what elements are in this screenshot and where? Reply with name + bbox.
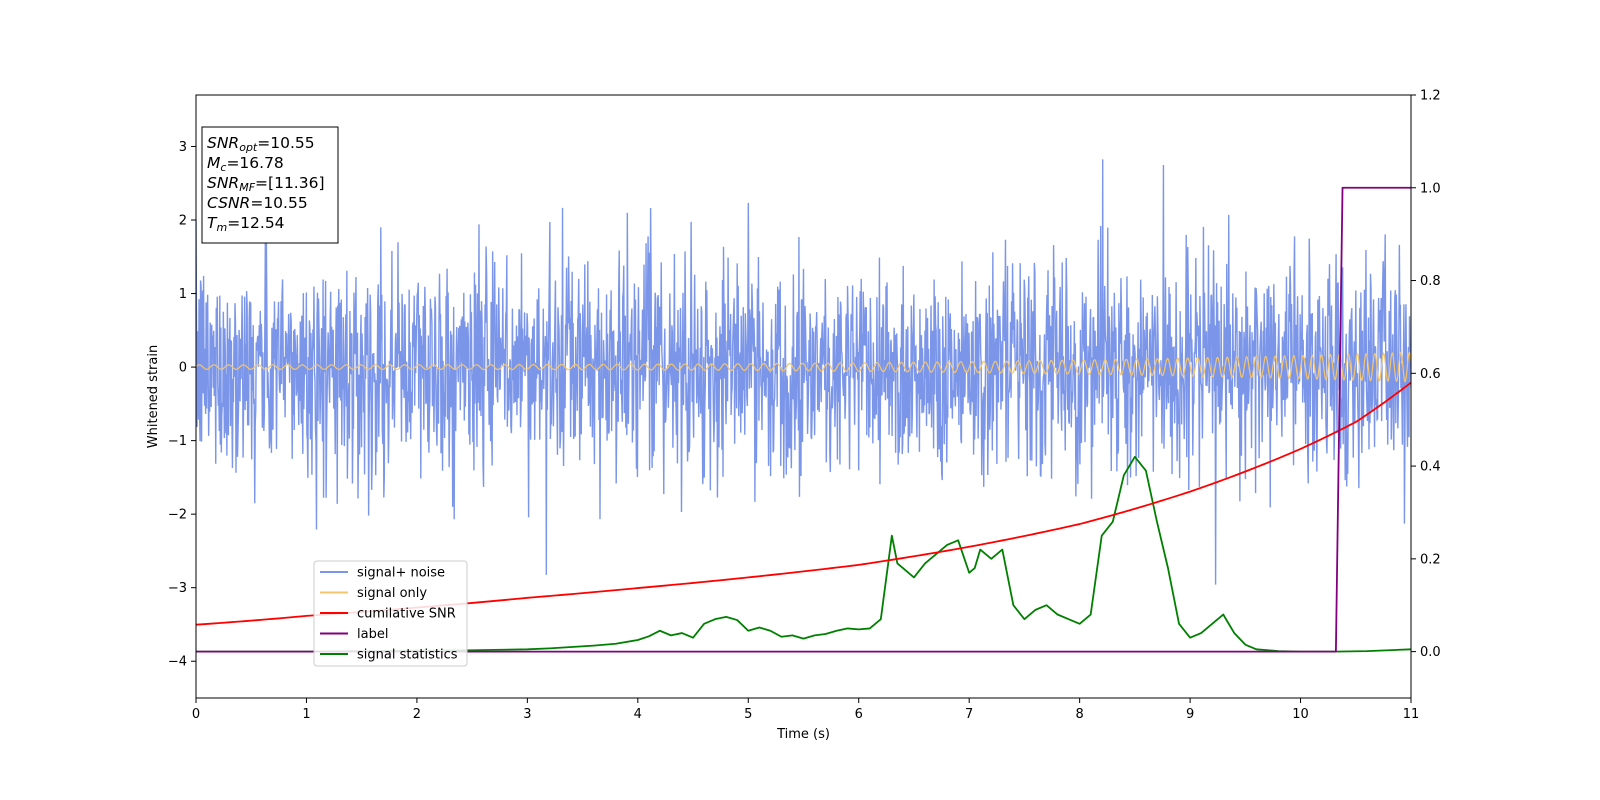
x-tick-label: 3 (523, 707, 531, 722)
y-right-tick-label: 0.8 (1420, 274, 1441, 289)
y-right-tick-label: 0.2 (1420, 552, 1441, 567)
y-left-tick-label: −4 (168, 655, 187, 670)
y-left-tick-label: 1 (179, 287, 187, 302)
y-left-tick-label: 3 (179, 140, 187, 155)
x-tick-label: 10 (1292, 707, 1309, 722)
legend: signal+ noise signal only cumilative SNR la… (313, 560, 468, 667)
legend-label: signal statistics (357, 648, 458, 663)
y-axis-label: Whitened strain (146, 345, 161, 448)
axes-frame (195, 94, 1412, 699)
info-line: Tm=12.54 (207, 214, 285, 234)
y-right-tick-label: 0.4 (1420, 460, 1441, 475)
info-line: Mc=16.78 (207, 154, 284, 174)
x-tick-label: 5 (744, 707, 752, 722)
legend-label: signal only (357, 586, 427, 601)
info-line: CSNR=10.55 (207, 194, 308, 212)
y-left-tick-label: −2 (168, 508, 187, 523)
legend-frame (313, 560, 468, 667)
info-line: SNRopt=10.55 (207, 134, 315, 154)
series-label-line (196, 186, 1411, 653)
x-tick-label: 2 (413, 707, 421, 722)
y-left-tick-label: 2 (179, 214, 187, 229)
x-axis-label: Time (s) (776, 727, 830, 742)
y-right-tick-label: 0.0 (1420, 645, 1441, 660)
y-left-tick-label: −3 (168, 581, 187, 596)
x-tick-label: 8 (1075, 707, 1083, 722)
y-left-tick-label: −1 (168, 434, 187, 449)
series-signal-statistics-line (196, 455, 1411, 653)
x-tick-label: 6 (855, 707, 863, 722)
x-tick-label: 9 (1186, 707, 1194, 722)
y-right-tick-label: 1.0 (1420, 181, 1441, 196)
series-signal-only-line (196, 351, 1411, 383)
x-tick-label: 4 (634, 707, 642, 722)
x-tick-label: 7 (965, 707, 973, 722)
axes: 0 1 2 3 4 5 6 7 8 9 10 11 −4 −3 −2 −1 0 1 2 3 0.0 0.2 0.4 0.6 0.… (146, 89, 1441, 743)
legend-label: label (357, 627, 388, 642)
x-tick-label: 1 (302, 707, 310, 722)
legend-label: signal+ noise (357, 566, 445, 581)
y-right-tick-label: 1.2 (1420, 89, 1441, 104)
info-line: SNRMF=[11.36] (207, 174, 325, 194)
y-left-tick-label: 0 (179, 361, 187, 376)
legend-label: cumilative SNR (357, 607, 456, 622)
info-box: SNRopt=10.55Mc=16.78SNRMF=[11.36]CSNR=10… (201, 126, 339, 244)
y-right-tick-label: 0.6 (1420, 367, 1441, 382)
series-signal-noise-line (196, 159, 1411, 585)
info-box-frame (201, 126, 339, 244)
x-tick-label: 11 (1403, 707, 1420, 722)
x-tick-label: 0 (192, 707, 200, 722)
